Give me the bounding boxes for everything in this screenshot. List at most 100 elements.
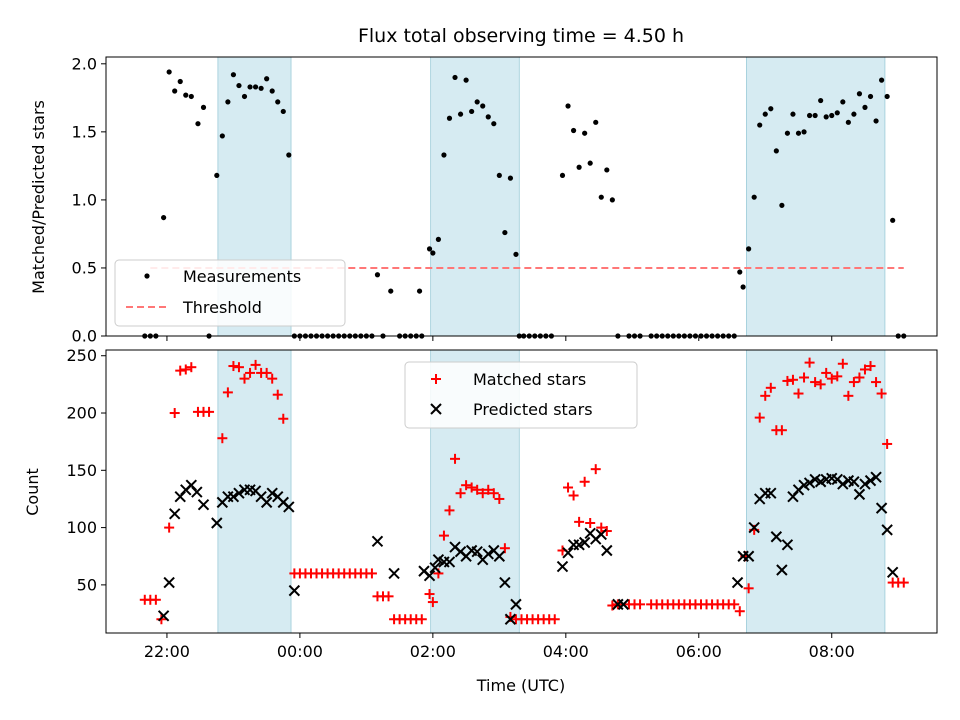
- measurement-point: [252, 84, 259, 90]
- top-panel-ylabel: Matched/Predicted stars: [29, 100, 48, 294]
- predicted-star-point: [168, 508, 181, 520]
- shaded-interval-1: [430, 56, 520, 337]
- bottom-panel-x-ticks: 22:00 00:00 02:00 04:00 06:00 08:00: [144, 633, 855, 661]
- predicted-star-point: [881, 524, 893, 536]
- matched-star-point: [854, 372, 865, 383]
- measurement-point: [604, 167, 610, 173]
- x-tick-label: 22:00: [144, 642, 190, 661]
- top-panel: 0.00.51.01.52.0 Matched/Predicted stars …: [29, 54, 938, 346]
- matched-star-point: [776, 425, 787, 436]
- measurement-point: [485, 114, 491, 120]
- matched-star-point: [250, 359, 261, 370]
- matched-star-point: [810, 377, 821, 388]
- measurement-point: [812, 112, 818, 119]
- measurement-point: [480, 103, 486, 109]
- measurement-point: [166, 69, 172, 75]
- measurement-point: [430, 250, 436, 256]
- predicted-star-point: [731, 576, 744, 589]
- measurement-point: [737, 269, 743, 275]
- matched-star-point: [427, 597, 438, 608]
- measurement-point: [435, 236, 441, 242]
- matched-star-point: [837, 358, 848, 369]
- matched-star-point: [821, 367, 832, 378]
- matched-star-point: [815, 379, 826, 390]
- measurement-point: [502, 229, 508, 236]
- matched-star-point: [438, 530, 449, 541]
- predicted-star-point: [191, 486, 203, 498]
- predicted-star-point: [211, 517, 223, 529]
- measurement-point: [806, 112, 813, 119]
- matched-star-point: [832, 371, 843, 382]
- measurement-point: [884, 93, 890, 100]
- predicted-star-point: [578, 536, 591, 549]
- y-tick-label: 250: [66, 346, 97, 365]
- measurement-point: [286, 152, 292, 158]
- matched-star-point: [799, 372, 810, 383]
- predicted-star-point: [371, 535, 384, 548]
- matched-star-point: [743, 583, 754, 594]
- measurement-point: [463, 77, 469, 83]
- measurement-point: [172, 88, 178, 94]
- predicted-star-point: [197, 498, 210, 511]
- x-tick-label: 06:00: [676, 642, 722, 661]
- measurement-point: [873, 118, 879, 124]
- matched-star-point: [563, 482, 574, 493]
- predicted-star-point: [595, 528, 607, 541]
- predicted-star-point: [864, 474, 877, 487]
- predicted-star-point: [233, 487, 245, 499]
- top-panel-frame: [105, 56, 938, 337]
- matched-star-point: [261, 367, 272, 378]
- measurement-point: [834, 110, 840, 116]
- legend-matched-label: Matched stars: [473, 370, 586, 389]
- bottom-panel-xlabel: Time (UTC): [476, 676, 565, 695]
- x-tick-label: 00:00: [277, 642, 323, 661]
- measurement-point: [241, 93, 248, 100]
- legend-measurements-label: Measurements: [183, 267, 301, 286]
- predicted-star-point: [157, 610, 170, 622]
- measurement-point: [845, 119, 851, 125]
- matched-star-point: [455, 488, 466, 499]
- predicted-star-point: [388, 567, 400, 580]
- predicted-star-point: [429, 561, 441, 574]
- measurement-point: [214, 172, 220, 179]
- legend-matched-marker: [431, 374, 441, 384]
- y-tick-label: 1.5: [72, 122, 97, 141]
- legend-predicted-marker: [430, 403, 442, 415]
- matched-star-point: [180, 364, 191, 375]
- measurement-point: [258, 85, 264, 91]
- measurement-point: [280, 108, 286, 115]
- predicted-star-point: [510, 598, 522, 611]
- matched-star-point: [782, 375, 793, 386]
- matched-star-point: [590, 464, 601, 475]
- matched-star-point: [245, 367, 256, 378]
- matched-star-point: [461, 480, 472, 491]
- predicted-star-point: [493, 550, 506, 562]
- measurement-point: [740, 284, 746, 290]
- predicted-star-point: [556, 560, 569, 573]
- matched-star-point: [574, 516, 585, 527]
- measurement-point: [593, 119, 599, 125]
- measurement-point: [219, 133, 225, 139]
- predicted-star-markers: [157, 471, 899, 625]
- chart-title: Flux total observing time = 4.50 h: [358, 25, 684, 47]
- matched-star-point: [267, 373, 278, 384]
- y-tick-label: 2.0: [72, 54, 97, 73]
- y-tick-label: 50: [77, 575, 97, 594]
- matched-star-point: [424, 589, 435, 600]
- matched-star-point: [898, 577, 909, 588]
- measurement-point: [452, 74, 458, 81]
- predicted-star-point: [288, 584, 301, 597]
- legend-threshold-label: Threshold: [182, 298, 262, 317]
- matched-star-point: [760, 390, 771, 401]
- matched-star-point: [164, 522, 175, 533]
- measurement-point: [446, 115, 453, 121]
- measurement-point: [862, 104, 868, 110]
- measurement-point: [269, 88, 275, 94]
- matched-star-point: [871, 377, 882, 388]
- predicted-star-point: [499, 576, 511, 589]
- matched-star-point: [239, 373, 250, 384]
- matched-star-point: [416, 614, 427, 625]
- top-legend-box: [114, 259, 346, 327]
- matched-star-point: [876, 388, 887, 399]
- measurement-point: [426, 246, 433, 252]
